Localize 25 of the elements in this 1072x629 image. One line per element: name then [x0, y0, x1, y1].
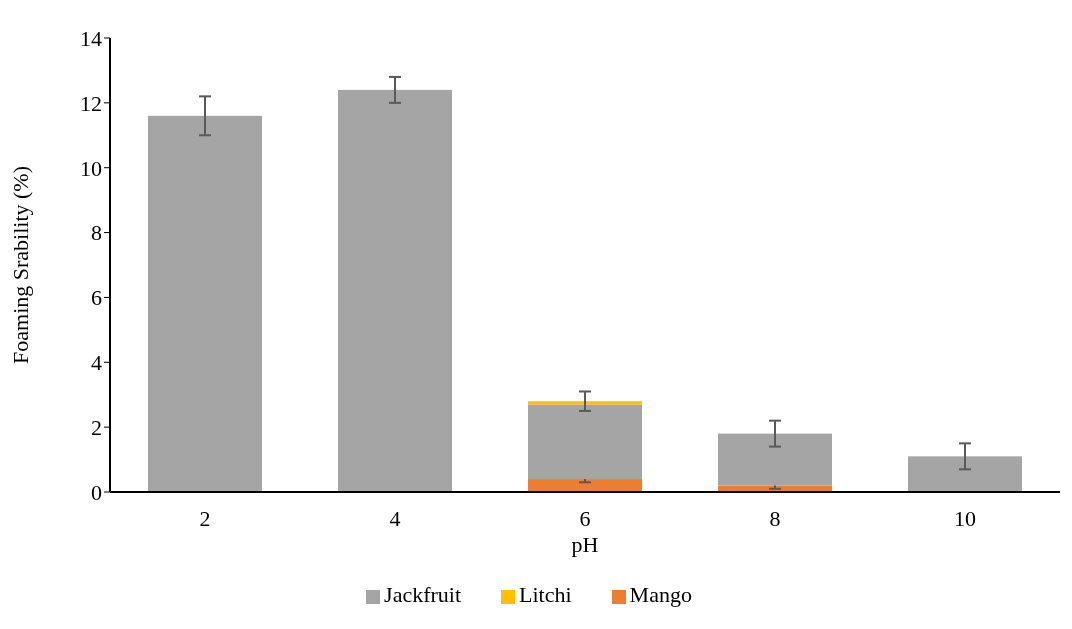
x-tick-label: 2 [199, 505, 211, 531]
x-tick-label: 10 [954, 505, 976, 531]
bar [528, 401, 642, 405]
x-tick-label: 6 [579, 505, 591, 531]
y-axis-title: Foaming Srability (%) [7, 166, 33, 364]
x-tick-label: 4 [389, 505, 401, 531]
y-tick-label: 14 [80, 25, 102, 51]
y-tick-label: 12 [80, 90, 102, 116]
bar [528, 404, 642, 480]
y-tick-label: 6 [91, 285, 102, 311]
y-tick-label: 4 [91, 350, 102, 376]
x-tick-label: 8 [769, 505, 781, 531]
bar [718, 433, 832, 486]
bar [528, 479, 642, 492]
y-tick-label: 0 [91, 479, 102, 505]
legend-label: Jackfruit [384, 582, 462, 607]
x-axis-title: pH [571, 532, 599, 557]
bar [908, 456, 1022, 492]
legend-label: Mango [629, 582, 692, 607]
legend-label: Litchi [519, 582, 572, 607]
bar [148, 115, 262, 492]
bar [338, 89, 452, 492]
y-tick-label: 10 [80, 155, 102, 181]
y-tick-label: 8 [91, 220, 102, 246]
y-tick-label: 2 [91, 414, 102, 440]
